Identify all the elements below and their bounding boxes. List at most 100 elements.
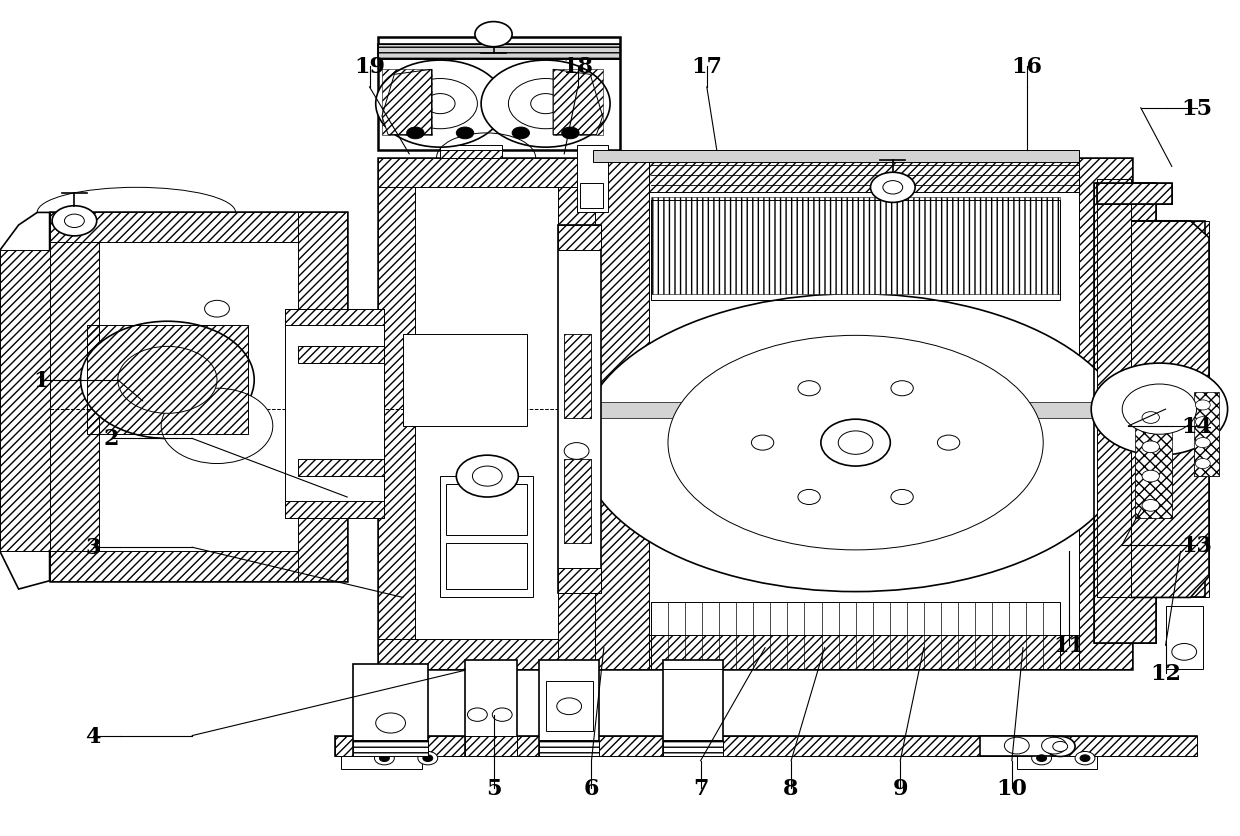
Bar — [1135, 410, 1172, 518]
Circle shape — [883, 181, 903, 195]
Circle shape — [799, 381, 820, 396]
Circle shape — [205, 301, 229, 318]
Bar — [285, 309, 384, 518]
Text: 1: 1 — [33, 370, 48, 391]
Bar — [1079, 159, 1132, 669]
Circle shape — [1080, 755, 1090, 762]
Circle shape — [118, 347, 217, 414]
Circle shape — [1195, 417, 1210, 427]
Circle shape — [1122, 385, 1197, 435]
Circle shape — [376, 61, 505, 148]
Circle shape — [870, 173, 915, 203]
Text: 4: 4 — [86, 725, 100, 747]
Bar — [980, 736, 1054, 757]
Circle shape — [418, 752, 438, 765]
Bar — [651, 201, 1060, 301]
Bar — [564, 334, 591, 418]
Circle shape — [838, 431, 873, 455]
Circle shape — [557, 698, 582, 715]
Circle shape — [492, 708, 512, 721]
Bar — [465, 660, 517, 757]
Bar — [1097, 184, 1172, 205]
Circle shape — [161, 389, 273, 464]
Circle shape — [1004, 737, 1029, 754]
Circle shape — [1037, 755, 1047, 762]
Text: 8: 8 — [784, 777, 799, 799]
Circle shape — [564, 443, 589, 460]
Circle shape — [52, 206, 97, 237]
Circle shape — [467, 708, 487, 721]
Bar — [593, 159, 1132, 192]
Bar — [50, 213, 99, 581]
Text: 11: 11 — [1053, 635, 1084, 656]
Circle shape — [472, 466, 502, 487]
Circle shape — [456, 456, 518, 497]
Circle shape — [1045, 737, 1075, 757]
Bar — [651, 602, 1060, 669]
Polygon shape — [553, 70, 603, 135]
Circle shape — [1042, 737, 1066, 754]
Bar — [50, 213, 347, 242]
Bar — [298, 347, 384, 364]
Bar — [378, 159, 415, 669]
Text: 12: 12 — [1149, 662, 1180, 684]
Bar — [353, 665, 428, 757]
Bar — [593, 635, 1132, 669]
Bar — [335, 736, 1197, 757]
Polygon shape — [1131, 222, 1209, 598]
Text: 15: 15 — [1180, 98, 1211, 120]
Bar — [558, 568, 601, 594]
Circle shape — [425, 94, 455, 115]
Bar — [378, 159, 595, 188]
Circle shape — [562, 128, 579, 140]
Bar — [440, 477, 533, 598]
Text: 5: 5 — [486, 777, 501, 799]
Circle shape — [481, 61, 610, 148]
Text: 9: 9 — [893, 777, 908, 799]
Text: 10: 10 — [997, 777, 1027, 799]
Bar — [564, 460, 591, 543]
Bar — [353, 740, 428, 757]
Bar — [465, 736, 517, 757]
Text: 3: 3 — [86, 537, 100, 558]
Text: 2: 2 — [104, 428, 119, 450]
Circle shape — [379, 755, 389, 762]
Circle shape — [1142, 441, 1159, 453]
Bar — [1094, 184, 1156, 644]
Bar — [298, 213, 347, 581]
Bar — [553, 70, 603, 135]
Bar — [440, 150, 502, 159]
Bar — [403, 334, 527, 426]
Circle shape — [512, 128, 529, 140]
Bar — [446, 485, 527, 535]
Circle shape — [376, 713, 405, 733]
Bar — [577, 146, 608, 213]
Circle shape — [81, 322, 254, 439]
Circle shape — [1195, 459, 1210, 469]
Circle shape — [403, 79, 477, 130]
Bar — [558, 159, 595, 669]
Bar — [50, 213, 347, 581]
Bar — [1135, 410, 1172, 518]
Circle shape — [1075, 752, 1095, 765]
Bar — [378, 159, 595, 669]
Bar — [378, 45, 620, 60]
Circle shape — [456, 128, 474, 140]
Circle shape — [890, 490, 913, 505]
Bar — [651, 198, 1060, 294]
Ellipse shape — [579, 294, 1131, 592]
Bar — [558, 226, 601, 594]
Text: 6: 6 — [584, 777, 599, 799]
Bar — [1194, 393, 1219, 477]
Bar — [1094, 184, 1156, 644]
Bar — [378, 38, 620, 150]
Bar — [663, 740, 723, 757]
Circle shape — [890, 381, 913, 396]
Bar — [593, 159, 1132, 669]
Text: 14: 14 — [1182, 415, 1211, 437]
Text: 18: 18 — [563, 56, 594, 78]
Bar — [1166, 606, 1203, 669]
Bar — [0, 251, 50, 552]
Bar — [440, 146, 502, 159]
Circle shape — [1032, 752, 1052, 765]
